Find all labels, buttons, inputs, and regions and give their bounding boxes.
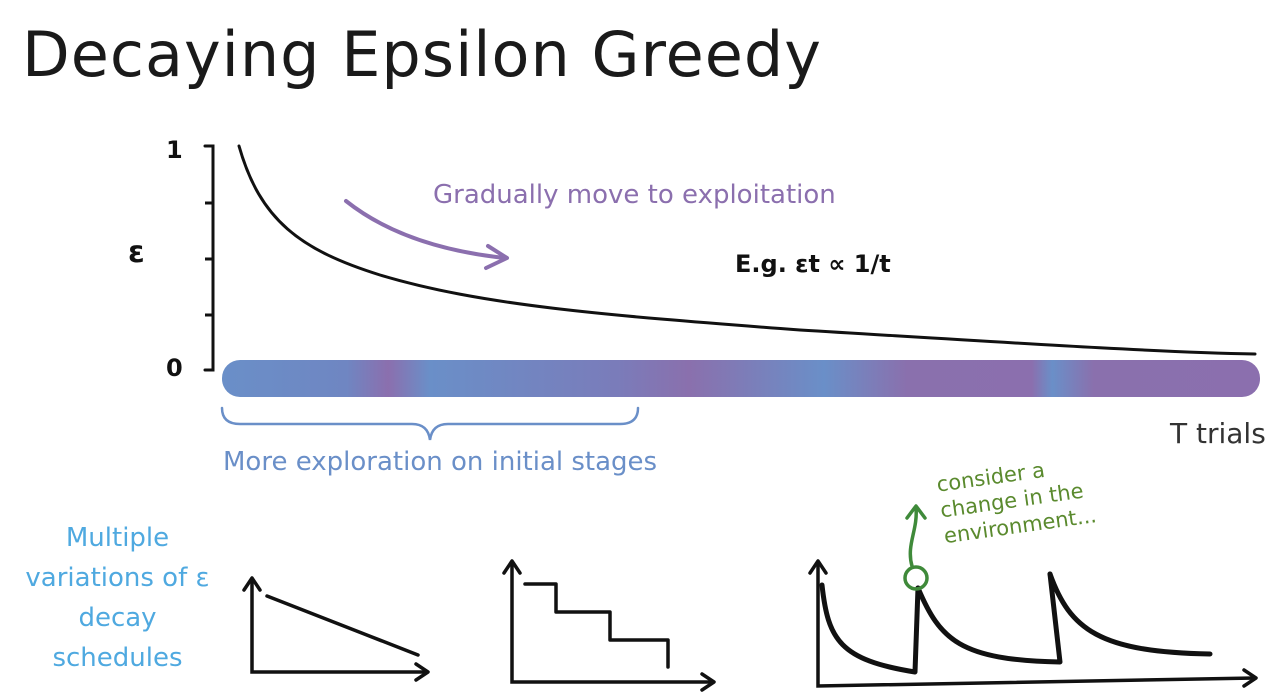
exploration-label: More exploration on initial stages [223, 447, 658, 477]
variations-label: Multiple variations of ε decay schedules [25, 523, 210, 673]
exploration-brace [220, 406, 640, 441]
change-arrow [908, 506, 918, 568]
change-arrowhead [905, 504, 927, 520]
y-tick-label-bottom: 0 [166, 354, 183, 382]
change-marker [903, 565, 929, 591]
exploitation-arrowhead [484, 244, 509, 270]
step-decay-chart [502, 559, 716, 692]
exploitation-arrow [344, 199, 507, 260]
linear-decay-chart [242, 576, 430, 682]
x-axis-label: T trials [1170, 417, 1266, 450]
exploitation-label: Gradually move to exploitation [433, 180, 836, 210]
decay-curve [237, 144, 1257, 356]
y-tick-label-top: 1 [166, 136, 183, 164]
page-title: Decaying Epsilon Greedy [22, 18, 822, 91]
formula-label: E.g. εt ∝ 1/t [735, 250, 891, 278]
y-axis-label: ε [128, 235, 145, 270]
restart-decay-chart [808, 559, 1258, 688]
trials-bar [222, 360, 1260, 397]
